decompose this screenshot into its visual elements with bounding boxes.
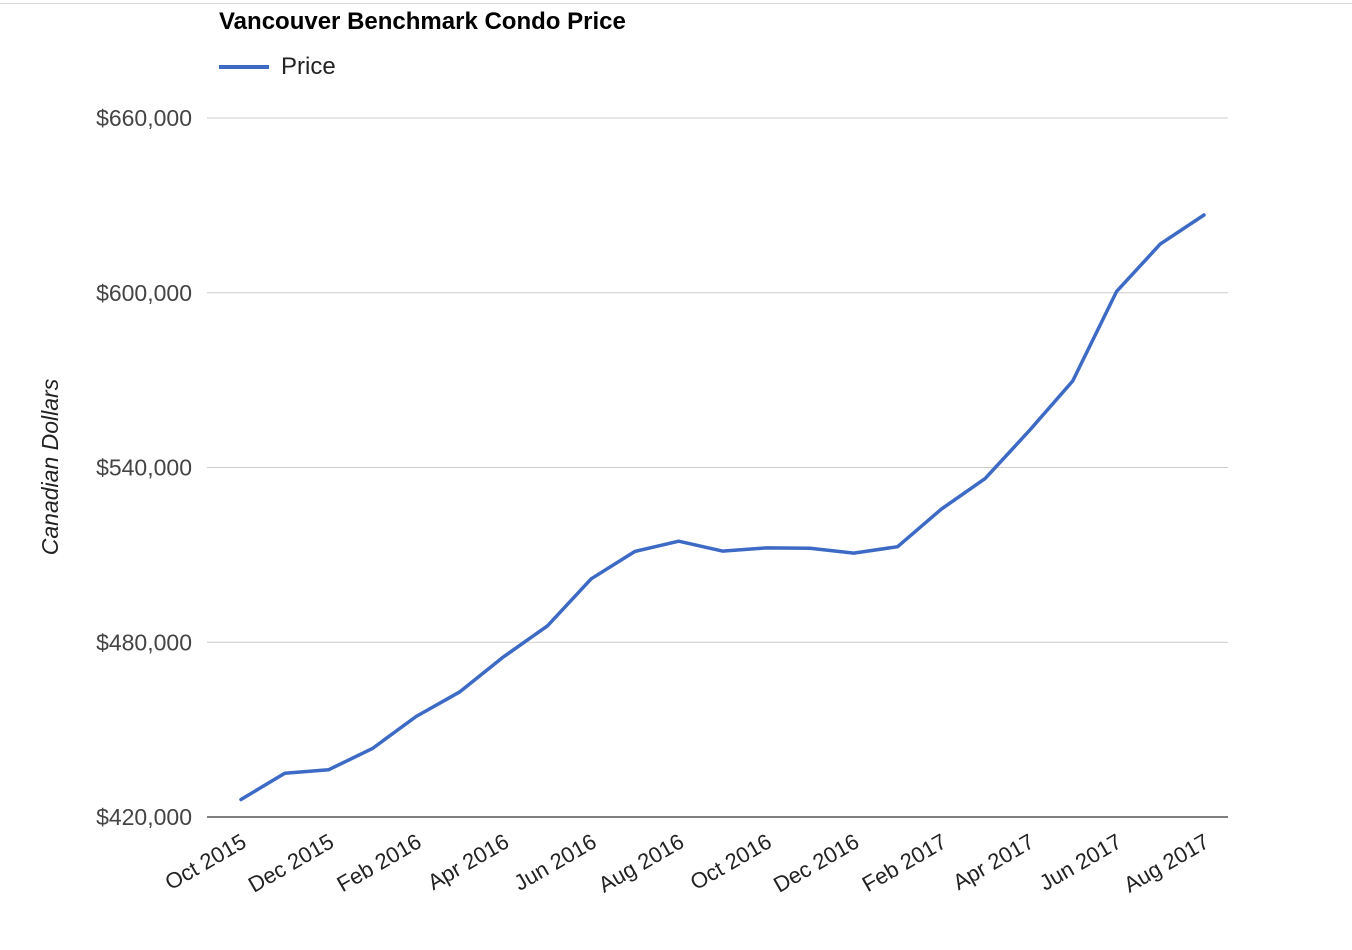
y-tick-label: $420,000 — [96, 804, 192, 830]
y-tick-label: $600,000 — [96, 280, 192, 306]
x-tick-label: Aug 2016 — [594, 829, 688, 898]
x-tick-label: Aug 2017 — [1119, 829, 1213, 898]
legend-label-price: Price — [281, 53, 336, 80]
y-tick-label: $540,000 — [96, 455, 192, 481]
y-tick-label: $660,000 — [96, 105, 192, 131]
x-tick-label: Apr 2016 — [423, 829, 513, 895]
x-tick-label: Feb 2016 — [332, 829, 425, 897]
x-tick-label: Oct 2015 — [161, 829, 251, 895]
x-tick-label: Jun 2016 — [510, 829, 601, 896]
y-axis-title: Canadian Dollars — [37, 378, 63, 555]
x-tick-label: Apr 2017 — [948, 829, 1038, 895]
x-tick-label: Dec 2015 — [244, 829, 338, 898]
legend: Price — [219, 52, 336, 82]
gridlines — [207, 117, 1228, 818]
x-tick-label: Feb 2017 — [858, 829, 951, 897]
x-tick-label: Dec 2016 — [769, 829, 863, 898]
x-tick-label: Jun 2017 — [1035, 829, 1126, 896]
top-border-line — [0, 3, 1352, 4]
series-line-price — [239, 213, 1206, 802]
legend-swatch-price — [219, 65, 269, 69]
series — [239, 213, 1206, 802]
x-tick-label: Oct 2016 — [686, 829, 776, 895]
chart-title: Vancouver Benchmark Condo Price — [219, 8, 626, 35]
y-axis-ticks: $420,000 $480,000 $540,000 $600,000 $660,000 — [96, 105, 192, 830]
y-tick-label: $480,000 — [96, 629, 192, 655]
